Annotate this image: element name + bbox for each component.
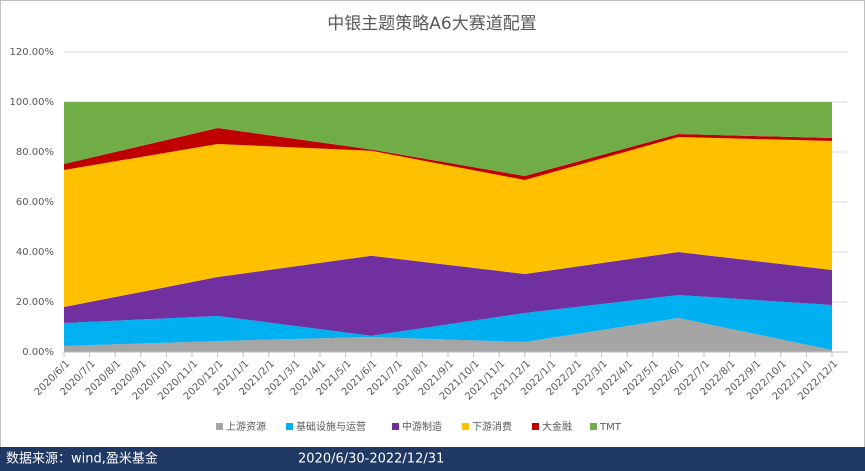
y-tick-label: 80.00% [16,147,54,158]
area [64,252,832,336]
footer-source: 数据来源：wind,盈米基金 [6,451,158,467]
legend-label: 中游制造 [402,420,442,433]
y-tick-label: 60.00% [16,197,54,208]
legend-label: 下游消费 [472,420,512,433]
legend-swatch [286,423,293,430]
legend-label: 上游资源 [226,420,266,433]
legend-label: TMT [599,422,622,433]
area [64,137,832,307]
legend-swatch [532,423,539,430]
y-tick-label: 120.00% [10,47,55,58]
y-tick-label: 20.00% [16,297,54,308]
area [64,318,832,352]
chart-title: 中银主题策略A6大赛道配置 [327,13,536,34]
area [64,102,832,176]
legend-label: 基础设施与运营 [296,420,366,433]
area [64,128,832,180]
legend-swatch [590,423,597,430]
legend-swatch [462,423,469,430]
y-tick-label: 0.00% [22,347,54,358]
footer-bar [0,447,865,471]
legend-label: 大金融 [542,420,572,433]
y-tick-label: 40.00% [16,247,54,258]
footer-period: 2020/6/30-2022/12/31 [298,452,444,467]
legend-swatch [392,423,399,430]
legend-swatch [216,423,223,430]
area [64,295,832,350]
y-tick-label: 100.00% [10,97,55,108]
